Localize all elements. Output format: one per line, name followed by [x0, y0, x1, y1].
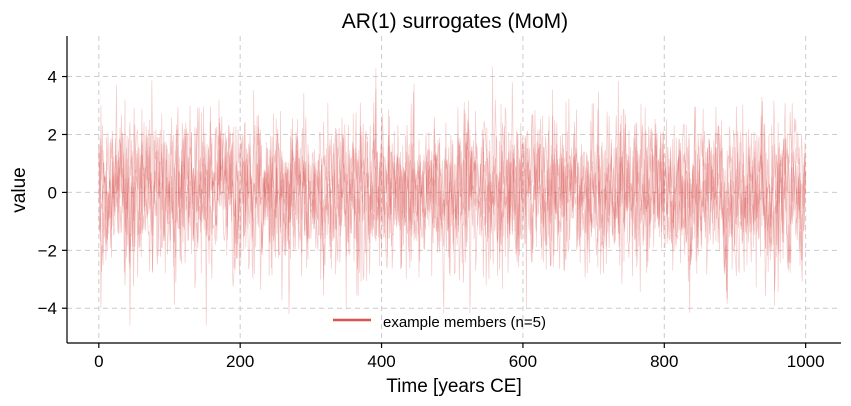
x-tick-label: 800 — [650, 352, 678, 371]
legend: example members (n=5) — [333, 314, 546, 331]
y-tick-label: −2 — [38, 241, 57, 260]
series-layer — [98, 66, 807, 326]
chart-title: AR(1) surrogates (MoM) — [342, 10, 568, 33]
grid-layer — [67, 36, 841, 343]
x-tick-label: 400 — [367, 352, 395, 371]
y-tick-label: 2 — [48, 125, 57, 144]
series-line-member-3 — [98, 82, 807, 326]
series-line-member-2 — [98, 80, 807, 326]
x-tick-label: 600 — [509, 352, 537, 371]
y-axis-label: value — [9, 167, 30, 212]
x-axis-label: Time [years CE] — [386, 376, 522, 397]
x-tick-label: 1000 — [787, 352, 825, 371]
y-tick-label: 0 — [48, 183, 57, 202]
ticks-layer: 0 200 400 600 800 1000 −4 −2 0 2 4 — [38, 68, 825, 371]
series-line-member-4 — [98, 91, 807, 314]
legend-label: example members (n=5) — [383, 314, 546, 331]
x-tick-label: 200 — [226, 352, 254, 371]
y-tick-label: 4 — [48, 68, 57, 87]
series-line-member-5 — [98, 66, 807, 299]
y-tick-label: −4 — [38, 299, 57, 318]
x-tick-label: 0 — [94, 352, 103, 371]
series-line-member-1 — [98, 81, 807, 314]
